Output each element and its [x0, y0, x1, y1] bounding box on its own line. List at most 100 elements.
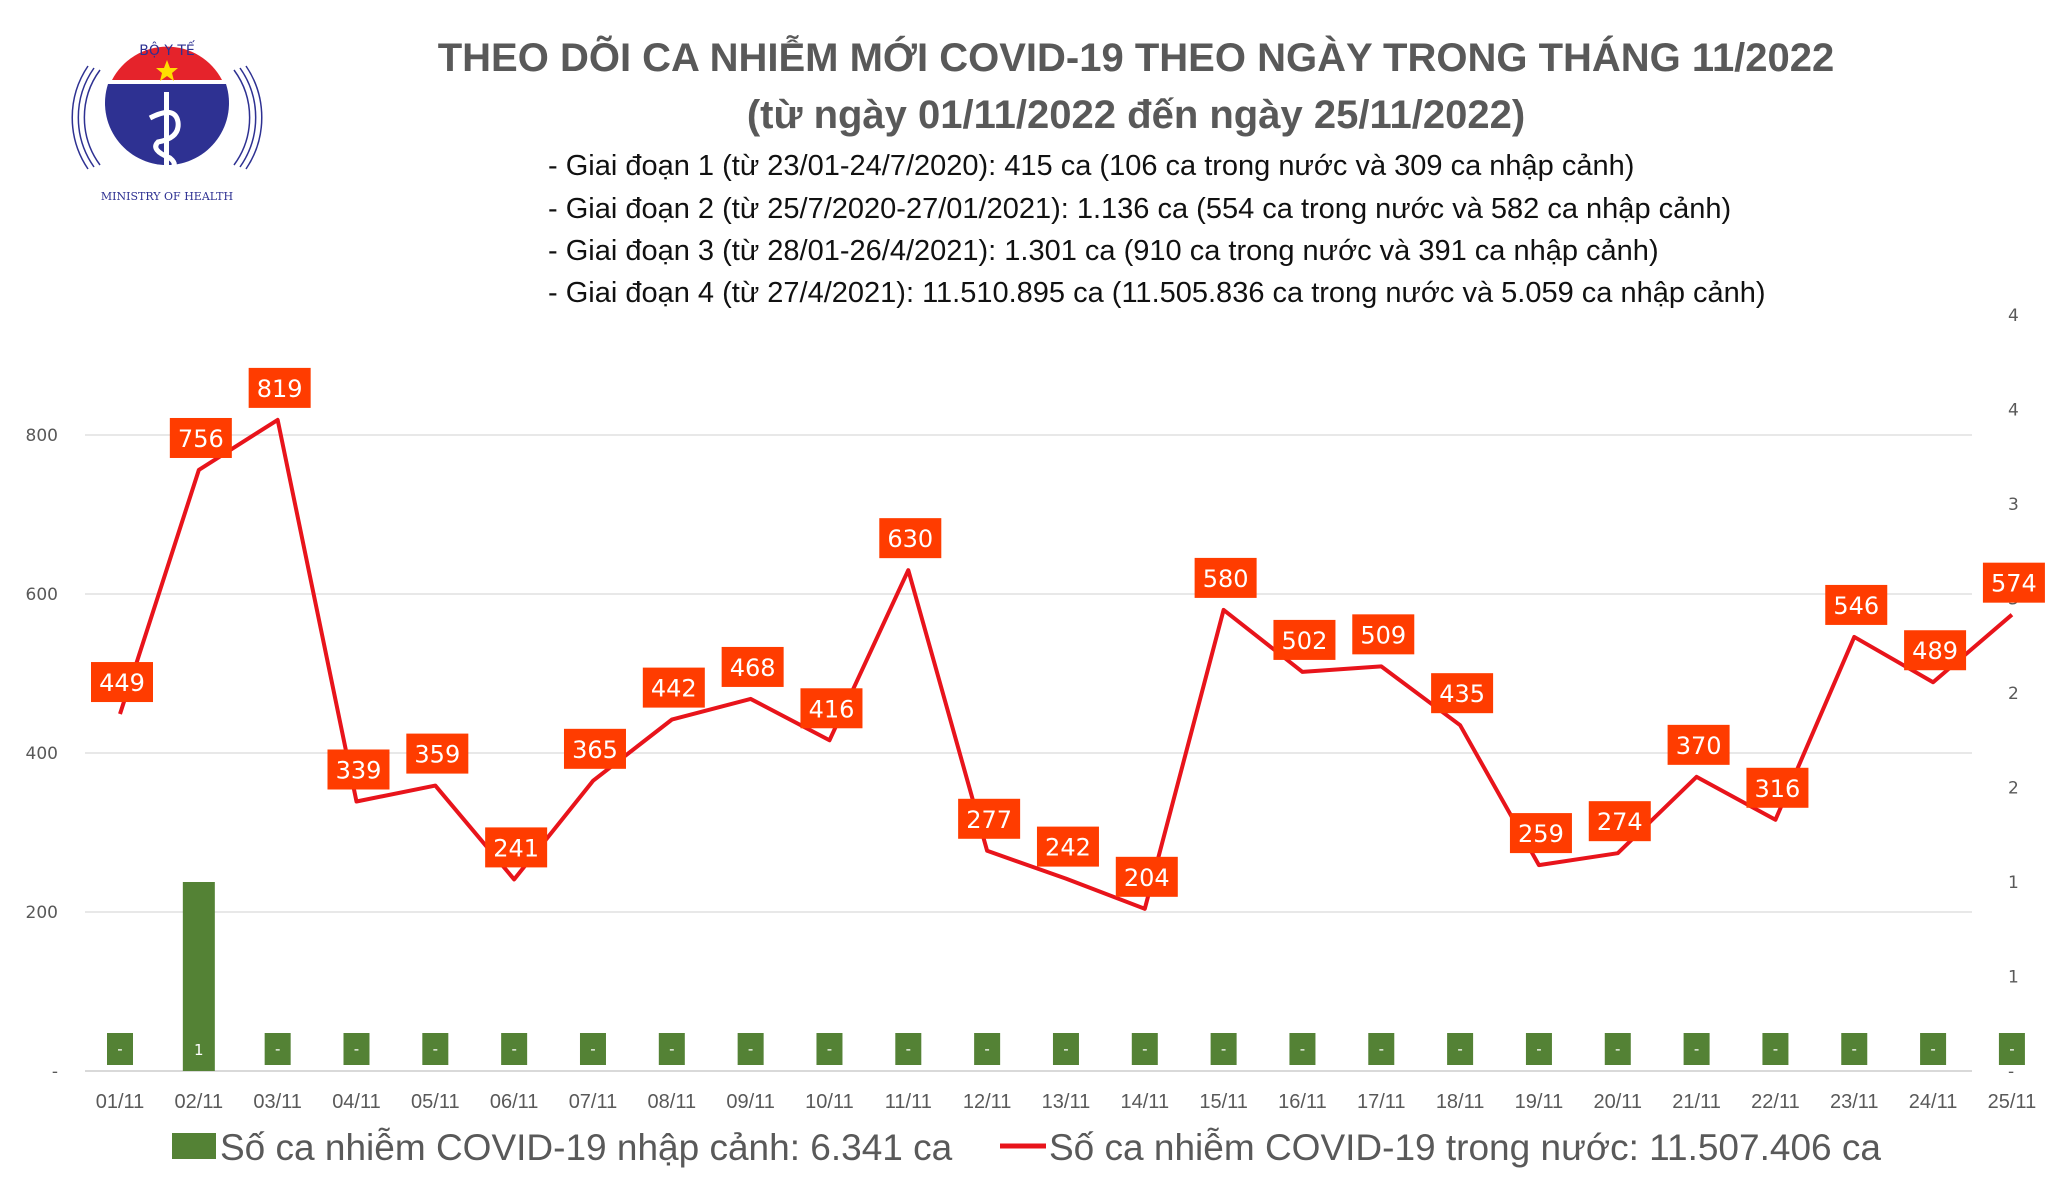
- x-tick-label: 14/11: [1121, 1091, 1170, 1113]
- bar-label: -: [1773, 1040, 1778, 1058]
- bar-label-box: [737, 1033, 764, 1065]
- bar-label: 1: [194, 1041, 204, 1059]
- x-tick-label: 06/11: [490, 1091, 539, 1113]
- x-tick-label: 17/11: [1357, 1091, 1406, 1113]
- data-label: 370: [1676, 732, 1722, 760]
- data-label-box: [1509, 813, 1572, 854]
- x-tick-label: 12/11: [963, 1091, 1012, 1113]
- bar-label-box: [1447, 1033, 1474, 1065]
- bar-label: -: [511, 1040, 516, 1058]
- legend-bar-swatch: [172, 1133, 216, 1159]
- x-tick-label: 08/11: [648, 1091, 697, 1113]
- bar-label-box: [1210, 1033, 1237, 1065]
- left-tick-label: 800: [26, 426, 58, 446]
- bar-label-box: [1525, 1033, 1552, 1065]
- bar-label: -: [1063, 1040, 1068, 1058]
- data-label: 580: [1203, 565, 1249, 593]
- x-tick-label: 01/11: [96, 1091, 145, 1113]
- data-label-box: [1667, 724, 1730, 765]
- left-tick-label: 400: [26, 744, 58, 764]
- bar-label: -: [1615, 1040, 1620, 1058]
- phase-2-text: - Giai đoạn 2 (từ 25/7/2020-27/01/2021):…: [548, 193, 1731, 225]
- x-tick-label: 10/11: [805, 1091, 854, 1113]
- data-label: 630: [887, 525, 933, 553]
- bar-label: -: [1221, 1040, 1226, 1058]
- data-label: 277: [966, 806, 1012, 834]
- bar-label-box: [422, 1033, 449, 1065]
- legend: Số ca nhiễm COVID-19 nhập cảnh: 6.341 ca…: [172, 1127, 1881, 1168]
- x-tick-label: 23/11: [1830, 1091, 1879, 1113]
- data-label-box: [1115, 856, 1178, 897]
- left-tick-label: 600: [26, 585, 58, 605]
- data-label-box: [1904, 630, 1967, 671]
- bar-label: -: [2009, 1040, 2014, 1058]
- x-tick-label: 03/11: [253, 1091, 302, 1113]
- left-tick-label: 200: [26, 903, 58, 923]
- x-tick-label: 11/11: [885, 1091, 932, 1113]
- chart-subtitle: (từ ngày 01/11/2022 đến ngày 25/11/2022): [747, 93, 1525, 137]
- bar-label-box: [1368, 1033, 1395, 1065]
- bar-label: -: [1457, 1040, 1462, 1058]
- data-label-box: [1273, 619, 1336, 660]
- logo-top-text: BỘ Y TẾ: [139, 40, 195, 59]
- bar-label: -: [1379, 1040, 1384, 1058]
- data-label: 442: [651, 675, 697, 703]
- x-tick-label: 25/11: [1988, 1091, 2037, 1113]
- bar-label-box: [1289, 1033, 1316, 1065]
- data-label: 449: [99, 669, 145, 697]
- bar-label-box: [579, 1033, 606, 1065]
- data-label: 756: [178, 425, 224, 453]
- bar-label-box: [974, 1033, 1001, 1065]
- right-tick-label: 2: [2008, 779, 2019, 799]
- legend-line-label: Số ca nhiễm COVID-19 trong nước: 11.507.…: [1049, 1127, 1881, 1168]
- data-label: 365: [572, 736, 618, 764]
- x-tick-label: 22/11: [1751, 1091, 1800, 1113]
- data-label: 416: [809, 695, 855, 723]
- data-label-box: [169, 417, 232, 458]
- bar-label: -: [984, 1040, 989, 1058]
- data-label: 502: [1282, 627, 1328, 655]
- data-label-box: [406, 733, 469, 774]
- x-tick-label: 20/11: [1593, 1091, 1642, 1113]
- data-label-box: [1982, 562, 2045, 603]
- data-label-box: [1431, 673, 1494, 714]
- data-label: 339: [336, 756, 382, 784]
- data-label: 468: [730, 654, 776, 682]
- data-label: 359: [414, 741, 460, 769]
- data-label-box: [1825, 584, 1888, 625]
- data-label: 574: [1991, 570, 2037, 598]
- data-label: 489: [1912, 637, 1958, 665]
- data-label-box: [1588, 801, 1651, 842]
- data-label: 546: [1833, 592, 1879, 620]
- series-line: [118, 417, 2014, 911]
- bar-label: -: [669, 1040, 674, 1058]
- data-labels: 4497568193393592413654424684166302772422…: [91, 367, 2045, 897]
- bar-label: -: [1142, 1040, 1147, 1058]
- phase-3-text: - Giai đoạn 3 (từ 28/01-26/4/2021): 1.30…: [548, 235, 1659, 267]
- right-tick-label: 2: [2008, 684, 2019, 704]
- bar-label: -: [117, 1040, 122, 1058]
- bar-label: -: [906, 1040, 911, 1058]
- x-axis: 01/11 02/11 03/11 04/11 05/11 06/11 07/11 08/11…: [96, 1091, 2036, 1113]
- right-tick-label: 1: [2008, 968, 2019, 988]
- data-label: 259: [1518, 820, 1564, 848]
- data-label-box: [1746, 767, 1809, 808]
- data-label-box: [485, 827, 548, 868]
- x-tick-label: 07/11: [569, 1091, 618, 1113]
- right-tick-label: 4: [2008, 306, 2019, 326]
- data-label-box: [563, 728, 626, 769]
- bar-label: -: [1536, 1040, 1541, 1058]
- data-label-box: [327, 749, 390, 790]
- data-label: 241: [493, 834, 539, 862]
- data-label: 819: [257, 375, 303, 403]
- right-tick-label: -: [2008, 1062, 2014, 1082]
- bar-label-box: [1920, 1033, 1947, 1065]
- x-tick-label: 15/11: [1199, 1091, 1248, 1113]
- data-label-box: [721, 646, 784, 687]
- x-tick-label: 04/11: [332, 1091, 381, 1113]
- bars: - 1 - - - - - - - - - - - - - - - - - - - - - - -: [107, 882, 2025, 1071]
- right-axis: -11223344: [2008, 306, 2019, 1082]
- logo-bottom-text: MINISTRY OF HEALTH: [101, 190, 233, 203]
- right-tick-label: 1: [2008, 873, 2019, 893]
